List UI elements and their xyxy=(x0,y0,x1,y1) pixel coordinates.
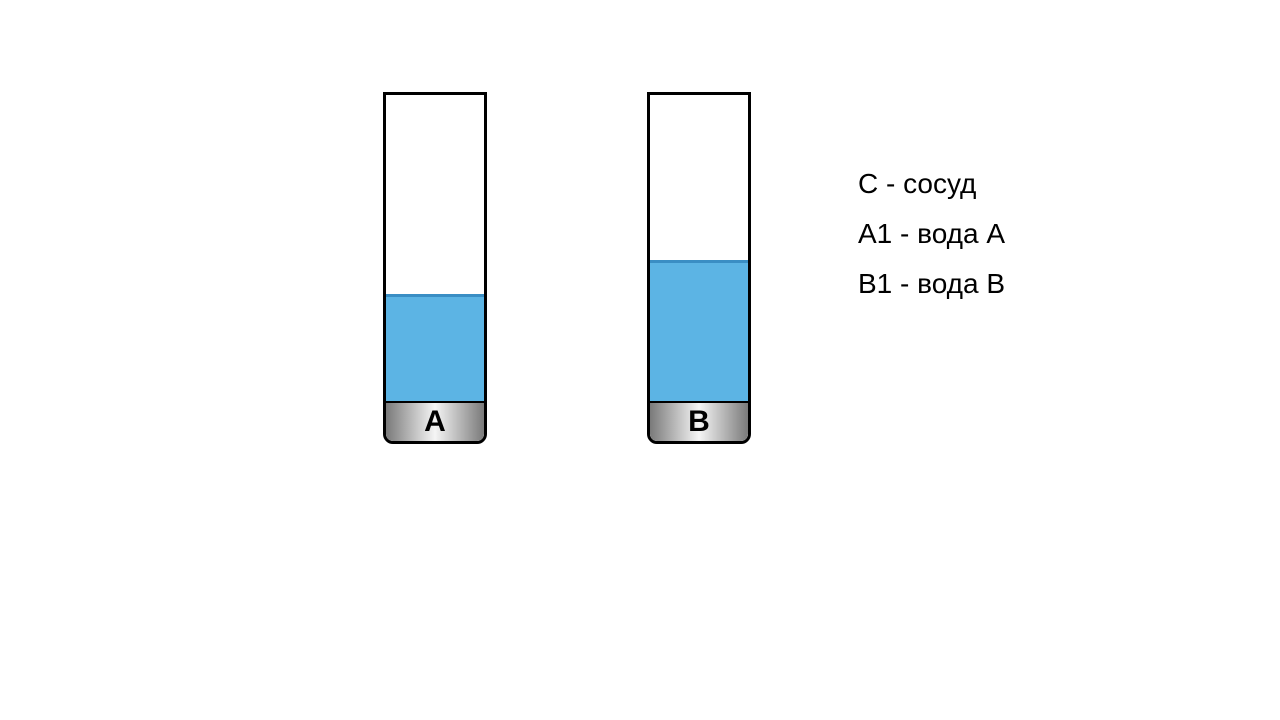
legend-line-3: В1 - вода В xyxy=(858,268,1005,300)
vessel-a-label: A xyxy=(424,405,446,439)
vessel-b: B xyxy=(647,92,751,444)
vessel-b-label: B xyxy=(688,405,710,439)
legend-line-1: С - сосуд xyxy=(858,168,1005,200)
legend-line-2: А1 - вода А xyxy=(858,218,1005,250)
vessel-a-water-surface xyxy=(386,294,484,297)
legend: С - сосуд А1 - вода А В1 - вода В xyxy=(858,168,1005,300)
vessel-b-base: B xyxy=(650,401,748,441)
vessel-b-water-surface xyxy=(650,260,748,263)
vessel-b-water xyxy=(650,260,748,401)
vessel-a-water xyxy=(386,294,484,401)
vessel-a: A xyxy=(383,92,487,444)
vessel-a-base: A xyxy=(386,401,484,441)
